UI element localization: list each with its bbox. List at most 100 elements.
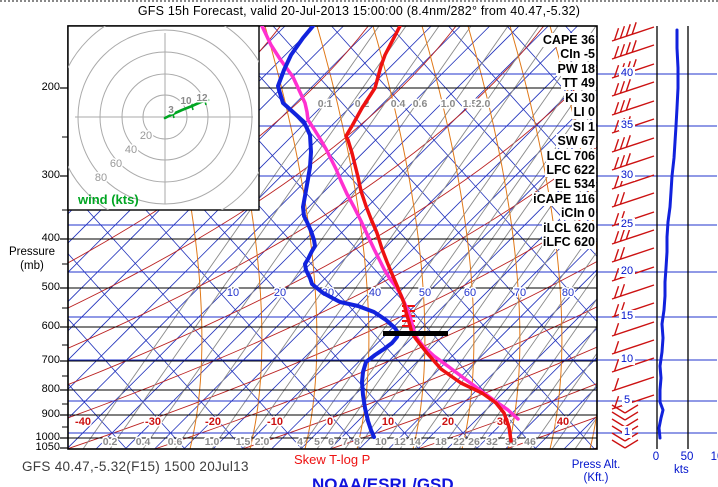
mixing-ratio-label: 26 [468, 436, 480, 448]
index-line: iCIn 0 [559, 206, 596, 221]
adiabat-line-blue [68, 253, 244, 449]
wind-chevron [624, 404, 639, 414]
mixing-ratio-label: 1.5 [463, 98, 478, 110]
isotherm-line [271, 122, 597, 449]
footer-source: GFS 40.47,-5.32(F15) 1500 20Jul13 [22, 459, 249, 474]
adiabat-line-red [154, 260, 597, 449]
theta-label: 50 [419, 287, 431, 299]
mixing-ratio-line [299, 26, 597, 449]
adiabat-line-red [593, 447, 597, 449]
wind-barb-feather [631, 22, 637, 35]
wind-chevron [624, 418, 639, 428]
mixing-ratio-label: 0.4 [391, 98, 406, 110]
isotherm-label: -40 [75, 416, 91, 428]
mixing-ratio-label: 10 [375, 436, 387, 448]
hodograph-height-label: 12 [196, 93, 208, 104]
altitude-tick-label: 30 [618, 169, 636, 181]
isotherm-label: 40 [557, 416, 569, 428]
wind-barb-feather [613, 45, 620, 59]
pressure-tick-label: 500 [41, 281, 60, 293]
isotherm-label: -20 [205, 416, 221, 428]
speed-unit-label: kts [674, 464, 689, 476]
wind-barb [611, 321, 655, 337]
pressure-tick-label: 1000 [35, 431, 60, 443]
adiabat-line-red [68, 208, 597, 449]
isotherm-line [183, 35, 597, 449]
index-line: SI 1 [571, 119, 596, 134]
adiabat-line-blue [68, 122, 361, 449]
wind-barb-feather [625, 153, 631, 166]
isotherm-line [95, 26, 520, 449]
hodograph-trace-tick [190, 101, 194, 111]
press-alt-title-line1: Press Alt. [571, 459, 621, 471]
mixing-ratio-label: 4 [297, 436, 303, 448]
pressure-tick-label: 900 [41, 408, 60, 420]
mixing-ratio-line [491, 298, 597, 449]
wind-barb-feather [613, 64, 620, 78]
moist-adiabat-line [467, 26, 521, 449]
index-line: EL 534 [553, 177, 596, 192]
wind-barb-feather [619, 191, 626, 205]
top-dotted-divider [0, 0, 718, 2]
pressure-axis-title-line2: (mb) [20, 260, 44, 272]
hodograph-ring [142, 94, 188, 140]
isotherm-label: 20 [442, 416, 454, 428]
hodograph-ring-label: 60 [110, 158, 122, 170]
wind-barb-feather [619, 228, 626, 242]
wind-barb-feather [613, 358, 620, 372]
wind-barb-feather [625, 135, 631, 148]
wind-barb [611, 339, 655, 355]
press-alt-axis-title: Press Alt. (Kft.) [560, 459, 632, 485]
parcel-curve [260, 26, 520, 421]
mixing-ratio-line [142, 26, 440, 449]
mixing-ratio-label: 32 [486, 436, 498, 448]
isotherm-line [68, 26, 491, 449]
isotherm-line [124, 26, 549, 449]
wind-speed-curve [657, 28, 680, 440]
isotherm-line [329, 181, 597, 449]
index-line: iLCL 620 [542, 220, 596, 235]
mixing-ratio-line [380, 139, 597, 449]
wind-barb-feather [619, 80, 626, 94]
moist-adiabat-line [509, 26, 563, 449]
wind-barb-feather [613, 212, 620, 226]
mixing-ratio-line [356, 105, 597, 449]
plot-border [67, 25, 598, 450]
index-line: KI 30 [564, 90, 596, 105]
wind-barb-feather [631, 40, 637, 53]
altitude-tick-label: 40 [618, 67, 636, 79]
wind-barb-feather [613, 267, 620, 281]
wind-barb-feather [625, 79, 631, 92]
hodograph-wind-trace [163, 98, 210, 120]
theta-label: 80 [562, 287, 574, 299]
speed-tick-label: 0 [652, 451, 660, 463]
speed-tick-label: 50 [680, 451, 694, 463]
pressure-tick-label: 300 [41, 169, 60, 181]
isotherm-label: -10 [267, 416, 283, 428]
footer-brand: NOAA/ESRL/GSD [312, 475, 454, 487]
theta-label: 20 [274, 287, 286, 299]
wind-barb-feather [613, 138, 620, 152]
wind-barb-feather [613, 101, 620, 115]
wind-barb [611, 26, 655, 42]
adiabat-line-red [68, 26, 457, 309]
moist-adiabat-line [372, 26, 426, 449]
wind-barb-feather [613, 175, 620, 189]
adiabat-line-red [68, 26, 369, 264]
altitude-tick-label: 10 [618, 353, 636, 365]
index-line: SW 67 [556, 134, 596, 149]
mixing-ratio-label: 0.6 [168, 436, 183, 448]
hodograph-height-label: 3 [168, 105, 174, 116]
wind-barb [611, 376, 655, 392]
adiabat-line-blue [331, 26, 597, 323]
mixing-ratio-label: 14 [409, 436, 421, 448]
wind-chevron [611, 418, 626, 428]
pressure-tick-label: 400 [41, 232, 60, 244]
mixing-ratio-label: 1.5 [236, 436, 251, 448]
wind-barb-feather [613, 303, 620, 317]
mixing-ratio-label: 0.1 [318, 98, 333, 110]
isotherm-line [417, 269, 597, 449]
hodograph-trace-tick [171, 109, 175, 119]
mixing-ratio-line [174, 26, 472, 449]
hodograph-height-label: 10 [180, 96, 192, 107]
